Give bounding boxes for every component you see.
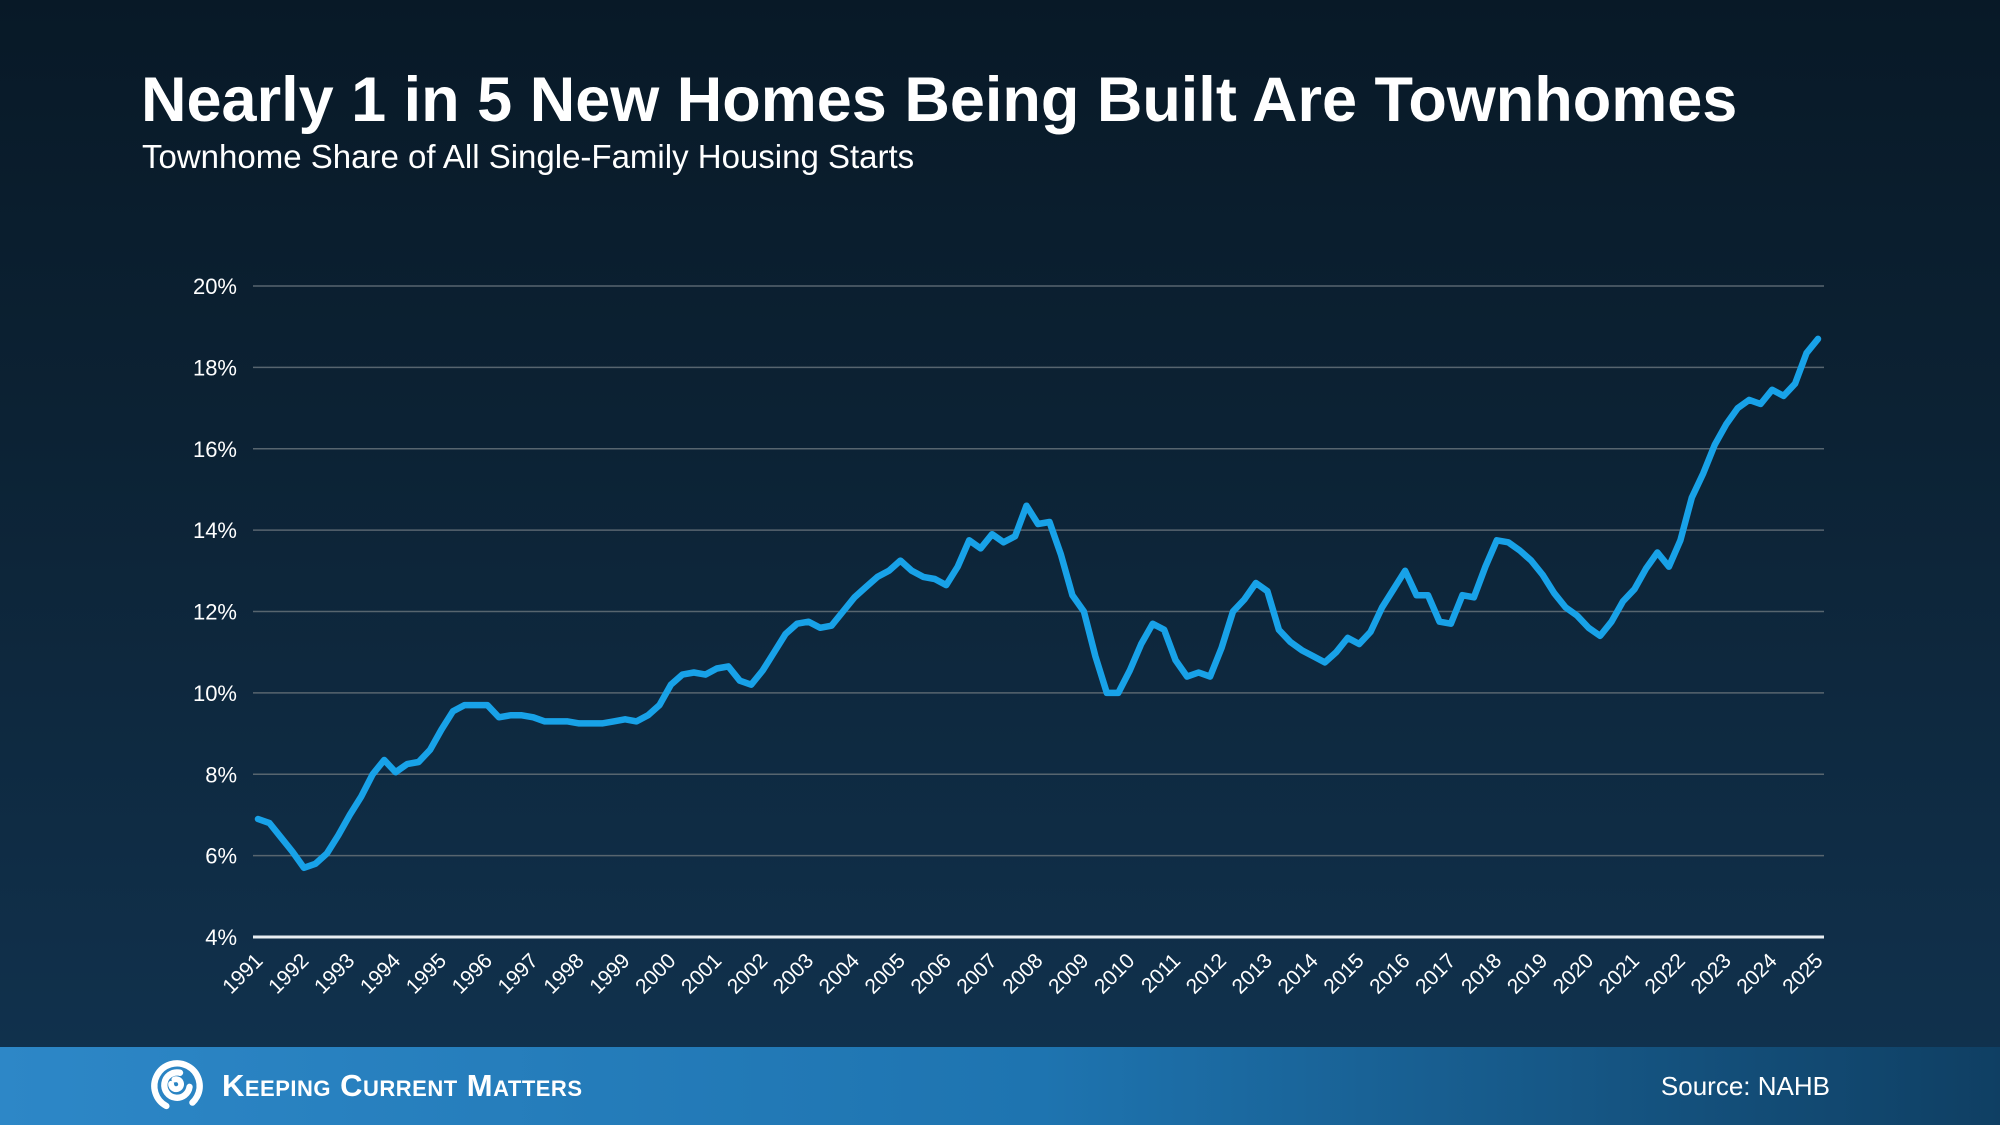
x-tick-label: 2008 [998, 949, 1047, 998]
x-tick-label: 2015 [1319, 949, 1368, 998]
x-tick-label: 2002 [723, 949, 772, 998]
y-tick-label: 14% [193, 518, 237, 543]
x-tick-label: 2012 [1182, 949, 1231, 998]
kcm-logo: Keeping Current Matters [148, 1047, 583, 1125]
x-tick-label: 1993 [310, 949, 359, 998]
x-tick-label: 2025 [1778, 949, 1827, 998]
x-tick-label: 2013 [1228, 949, 1277, 998]
x-tick-label: 2004 [815, 949, 865, 999]
x-tick-label: 2020 [1549, 949, 1598, 998]
y-tick-label: 8% [205, 762, 237, 787]
x-tick-label: 2024 [1732, 949, 1782, 999]
y-tick-label: 18% [193, 355, 237, 380]
y-tick-label: 6% [205, 844, 237, 869]
x-tick-label: 2011 [1137, 949, 1185, 997]
x-tick-label: 1995 [402, 949, 451, 998]
x-tick-label: 2003 [769, 949, 818, 998]
y-tick-label: 10% [193, 681, 237, 706]
kcm-swirl-icon [151, 1060, 203, 1112]
x-tick-label: 2000 [631, 949, 680, 998]
page-subtitle: Townhome Share of All Single-Family Hous… [142, 138, 915, 175]
x-tick-label: 2019 [1503, 949, 1552, 998]
x-tick-label: 1994 [356, 949, 406, 999]
y-tick-label: 20% [193, 274, 237, 299]
x-tick-label: 2009 [1044, 949, 1093, 998]
footer-bar: Keeping Current Matters Source: NAHB [0, 1047, 2000, 1125]
x-tick-label: 2022 [1641, 949, 1690, 998]
page-title: Nearly 1 in 5 New Homes Being Built Are … [141, 65, 1738, 135]
source-label: Source: NAHB [1660, 1070, 1830, 1101]
y-tick-label: 16% [193, 437, 237, 462]
y-tick-label: 12% [193, 600, 237, 625]
x-tick-label: 2010 [1090, 949, 1139, 998]
x-tick-label: 2005 [861, 949, 910, 998]
x-tick-label: 2021 [1595, 949, 1644, 998]
x-tick-label: 1991 [218, 949, 267, 998]
y-tick-label: 4% [205, 925, 237, 950]
x-tick-label: 2007 [952, 949, 1001, 998]
x-tick-label: 2018 [1457, 949, 1506, 998]
x-tick-label: 2001 [677, 949, 726, 998]
x-tick-label: 2016 [1365, 949, 1414, 998]
x-tick-label: 1998 [539, 949, 588, 998]
series-line-townhome-share [254, 335, 1822, 872]
x-tick-label: 1997 [494, 949, 543, 998]
x-tick-label: 1992 [264, 949, 313, 998]
x-tick-label: 2023 [1686, 949, 1735, 998]
x-tick-label: 2014 [1274, 949, 1324, 999]
x-tick-label: 1999 [585, 949, 634, 998]
x-tick-label: 1996 [448, 949, 497, 998]
x-tick-label: 2017 [1411, 949, 1460, 998]
x-tick-label: 2006 [906, 949, 955, 998]
brand-name: Keeping Current Matters [222, 1068, 583, 1103]
